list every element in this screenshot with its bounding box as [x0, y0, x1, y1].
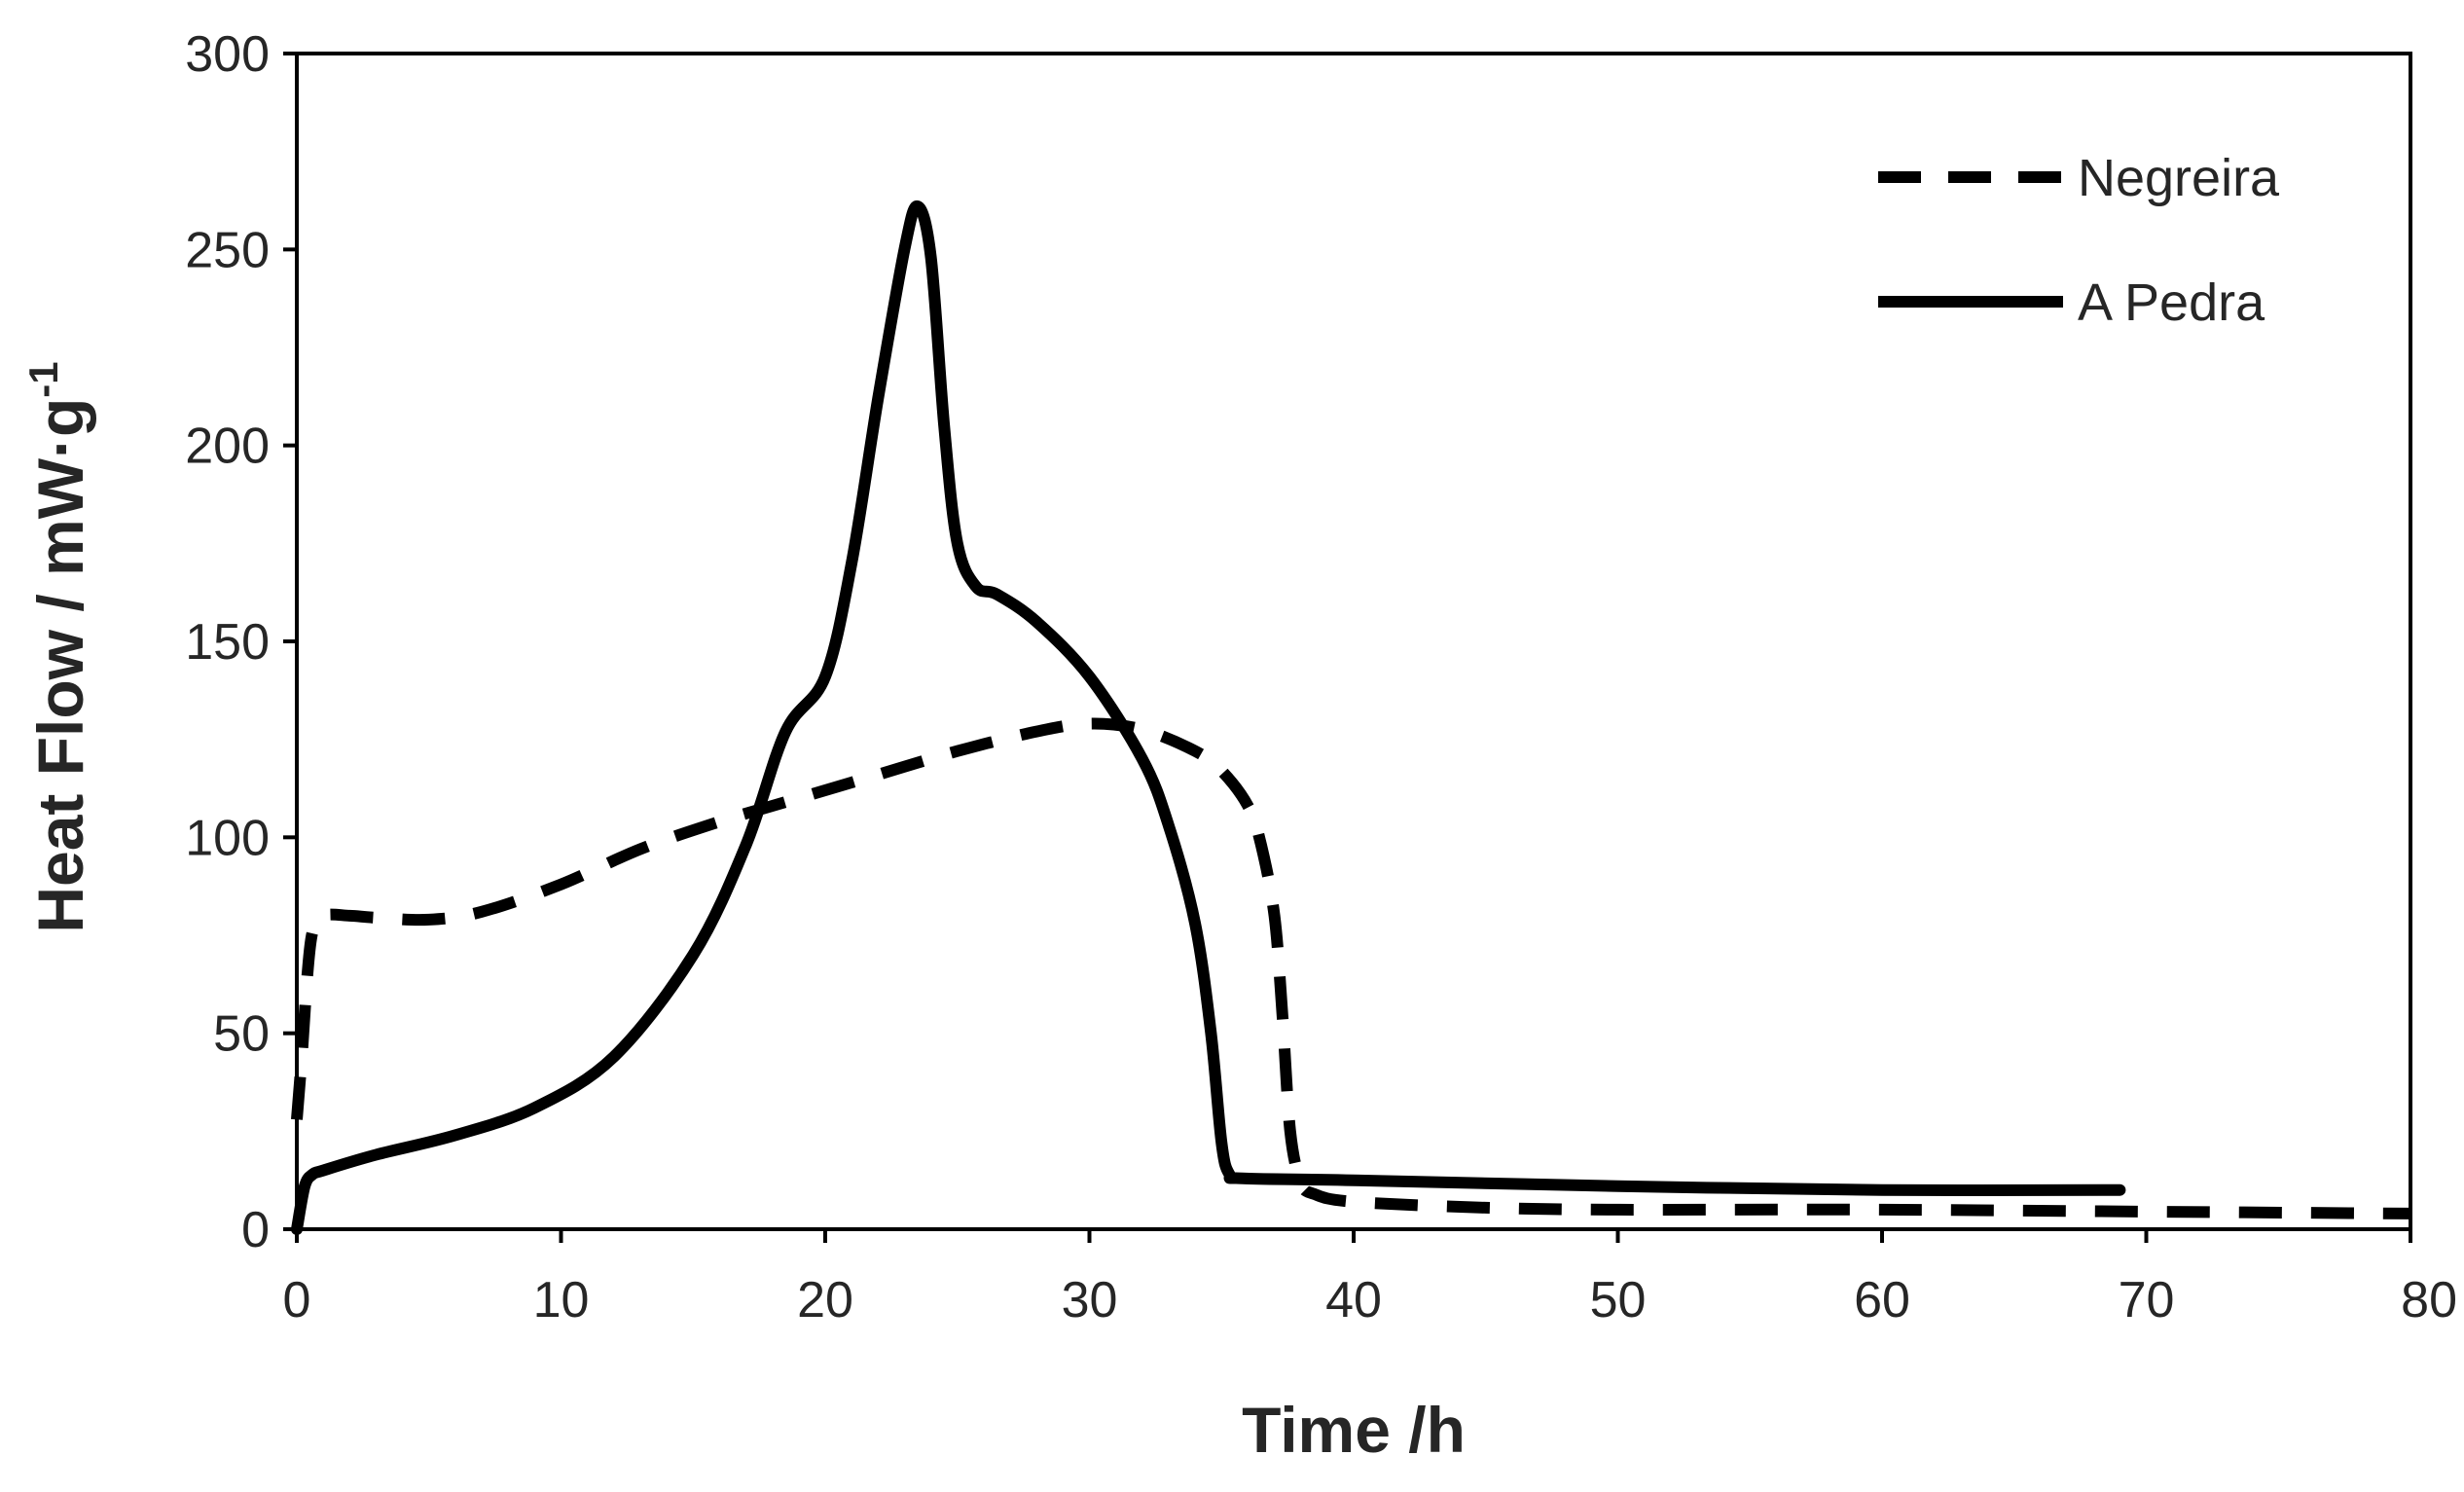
- y-axis-title-main: Heat Flow / mW·g: [24, 398, 96, 933]
- y-axis-title: Heat Flow / mW·g-1: [20, 361, 96, 932]
- y-tick-label: 200: [185, 418, 270, 475]
- x-tick-label: 40: [1325, 1272, 1382, 1328]
- y-tick-label: 100: [185, 810, 270, 866]
- x-axis-title: Time /h: [1242, 1394, 1466, 1466]
- legend-negreira-label: Negreira: [2078, 149, 2280, 207]
- y-tick-label: 300: [185, 26, 270, 83]
- x-tick-label: 50: [1590, 1272, 1647, 1328]
- y-tick-label: 250: [185, 222, 270, 278]
- series-line-a-pedra: [291, 200, 2126, 1235]
- x-tick-label: 20: [797, 1272, 853, 1328]
- y-tick-label: 0: [241, 1202, 270, 1258]
- series-layer: [291, 200, 2411, 1235]
- x-tick-label: 70: [2119, 1272, 2175, 1328]
- y-axis-ticks: 0 50 100 150 200 250 300: [185, 26, 297, 1258]
- x-axis-ticks: 0 10 20 30 40 50 60 70 80: [283, 1229, 2457, 1328]
- y-axis-title-superscript: -1: [20, 361, 66, 397]
- x-tick-label: 80: [2401, 1272, 2457, 1328]
- x-tick-label: 0: [283, 1272, 311, 1328]
- x-tick-label: 10: [533, 1272, 590, 1328]
- series-line-negreira: [291, 717, 2411, 1219]
- y-tick-label: 50: [213, 1006, 270, 1063]
- x-tick-label: 60: [1854, 1272, 1910, 1328]
- x-tick-label: 30: [1062, 1272, 1118, 1328]
- y-tick-label: 150: [185, 614, 270, 671]
- legend: Negreira A Pedra: [1878, 149, 2280, 332]
- legend-a-pedra-label: A Pedra: [2078, 273, 2265, 332]
